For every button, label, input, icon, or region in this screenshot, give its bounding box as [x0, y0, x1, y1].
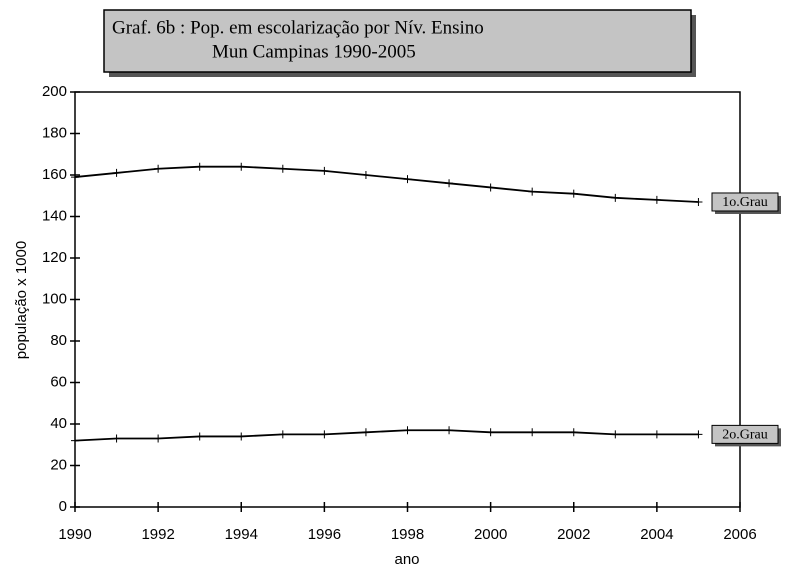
- y-tick-label: 200: [42, 83, 67, 100]
- y-tick-label: 180: [42, 124, 67, 141]
- x-tick-label: 2002: [557, 526, 590, 543]
- y-tick-label: 20: [50, 456, 67, 473]
- data-point: [486, 183, 495, 192]
- series-line: [74, 429, 699, 442]
- data-point: [195, 162, 204, 171]
- x-tick-label: 2004: [640, 526, 673, 543]
- plot-frame: [74, 91, 741, 508]
- data-point: [195, 432, 204, 441]
- data-point: [361, 428, 370, 437]
- data-point: [569, 428, 578, 437]
- data-point: [486, 428, 495, 437]
- y-tick-label: 140: [42, 207, 67, 224]
- chart-title: Graf. 6b : Pop. em escolarização por Nív…: [112, 17, 484, 38]
- data-point: [112, 434, 121, 443]
- data-point: [361, 171, 370, 179]
- data-point: [112, 168, 121, 177]
- y-tick-label: 0: [59, 498, 67, 515]
- data-point: [611, 430, 620, 439]
- data-point: [237, 162, 246, 171]
- x-tick-label: 1998: [391, 526, 424, 543]
- x-tick-label: 1992: [141, 526, 174, 543]
- x-tick-label: 1996: [308, 526, 341, 543]
- legend-label: 1o.Grau: [722, 195, 768, 210]
- chart-title: Mun Campinas 1990-2005: [212, 41, 416, 62]
- data-point: [320, 430, 329, 439]
- title-box: [103, 9, 692, 73]
- x-axis-label: ano: [394, 551, 419, 568]
- data-point: [528, 187, 537, 196]
- data-point: [569, 189, 578, 198]
- data-point: [652, 195, 661, 204]
- data-point: [320, 166, 329, 175]
- y-tick-label: 160: [42, 166, 67, 183]
- x-tick-label: 1990: [58, 526, 91, 543]
- y-tick-label: 60: [50, 373, 67, 390]
- legend-box: [711, 424, 779, 444]
- data-point: [694, 197, 703, 206]
- data-point: [403, 426, 412, 435]
- y-tick-label: 120: [42, 249, 67, 266]
- data-point: [694, 430, 703, 439]
- data-point: [71, 173, 79, 182]
- x-tick-label: 2006: [723, 526, 756, 543]
- data-point: [237, 432, 246, 441]
- y-tick-label: 80: [50, 332, 67, 349]
- data-point: [445, 426, 454, 435]
- x-tick-label: 2000: [474, 526, 507, 543]
- x-tick-label: 1994: [225, 526, 258, 543]
- data-point: [528, 428, 537, 437]
- data-point: [652, 430, 661, 439]
- series-line: [74, 165, 699, 203]
- legend-box: [711, 192, 779, 212]
- legend-label: 2o.Grau: [722, 428, 768, 443]
- data-point: [278, 164, 287, 173]
- data-point: [403, 175, 412, 184]
- y-tick-label: 100: [42, 290, 67, 307]
- data-point: [154, 164, 163, 173]
- data-point: [445, 179, 454, 188]
- data-point: [71, 436, 79, 445]
- data-point: [611, 193, 620, 202]
- y-tick-label: 40: [50, 415, 67, 432]
- y-axis-label: população x 1000: [13, 241, 30, 359]
- data-point: [154, 434, 163, 443]
- data-point: [278, 430, 287, 439]
